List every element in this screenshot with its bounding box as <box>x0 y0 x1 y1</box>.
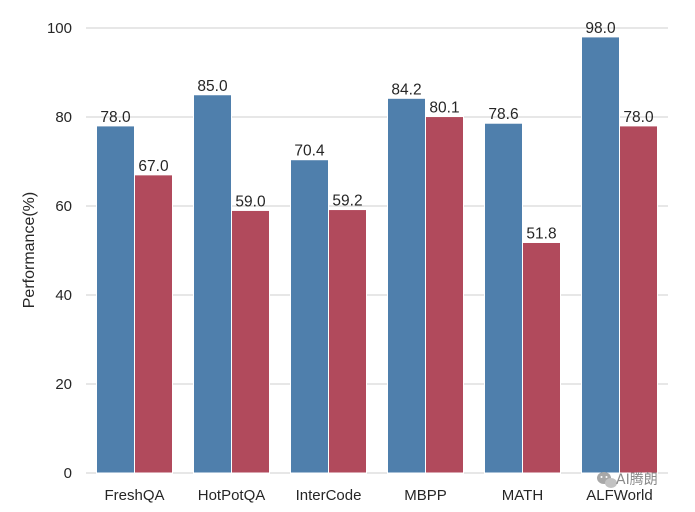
y-tick-label: 0 <box>64 465 72 482</box>
watermark: AI腾朗 <box>597 471 658 488</box>
data-label: 80.1 <box>429 100 459 117</box>
bar-math-series-2 <box>522 241 561 474</box>
bar-mbpp-series-2 <box>425 116 464 474</box>
y-tick-label: 100 <box>47 20 72 37</box>
bar-freshqa-series-2 <box>134 174 173 474</box>
bar-math-series-1 <box>484 122 523 474</box>
gridlines <box>86 27 668 474</box>
y-tick-label: 80 <box>55 109 72 126</box>
data-labels: 78.0 67.0 85.0 59.0 70.4 59.2 84.2 80.1 78.6 51.8… <box>100 20 654 243</box>
x-axis-ticks: FreshQA HotPotQA InterCode MBPP MATH ALFWorld <box>104 487 652 504</box>
watermark-text: AI腾朗 <box>616 471 658 488</box>
data-label: 78.6 <box>488 106 518 123</box>
y-axis-ticks: 0 20 40 60 80 100 <box>47 20 72 482</box>
bar-mbpp-series-1 <box>387 97 426 474</box>
data-label: 59.0 <box>235 193 266 210</box>
x-tick-label: HotPotQA <box>198 487 266 504</box>
y-tick-label: 60 <box>55 198 72 215</box>
bar-alfworld-series-1 <box>581 36 620 474</box>
data-label: 98.0 <box>585 20 616 37</box>
bar-hotpotqa-series-1 <box>193 94 232 474</box>
data-label: 70.4 <box>294 143 325 160</box>
bar-intercode-series-2 <box>328 209 367 474</box>
x-tick-label: InterCode <box>296 487 362 504</box>
data-label: 84.2 <box>391 81 421 98</box>
y-tick-label: 20 <box>55 376 72 393</box>
x-tick-label: MBPP <box>404 487 447 504</box>
data-label: 59.2 <box>332 193 362 210</box>
x-tick-label: FreshQA <box>104 487 164 504</box>
data-label: 51.8 <box>526 225 556 242</box>
bars <box>96 36 658 474</box>
data-label: 78.0 <box>623 109 654 126</box>
data-label: 78.0 <box>100 109 131 126</box>
bar-hotpotqa-series-2 <box>231 209 270 474</box>
bar-alfworld-series-2 <box>619 125 658 474</box>
data-label: 85.0 <box>197 78 228 95</box>
bar-freshqa-series-1 <box>96 125 135 474</box>
x-tick-label: MATH <box>502 487 543 504</box>
wechat-icon <box>597 472 617 488</box>
x-tick-label: ALFWorld <box>586 487 652 504</box>
bar-intercode-series-1 <box>290 159 329 474</box>
data-label: 67.0 <box>138 158 169 175</box>
y-tick-label: 40 <box>55 287 72 304</box>
y-axis-label: Performance(%) <box>21 192 38 308</box>
